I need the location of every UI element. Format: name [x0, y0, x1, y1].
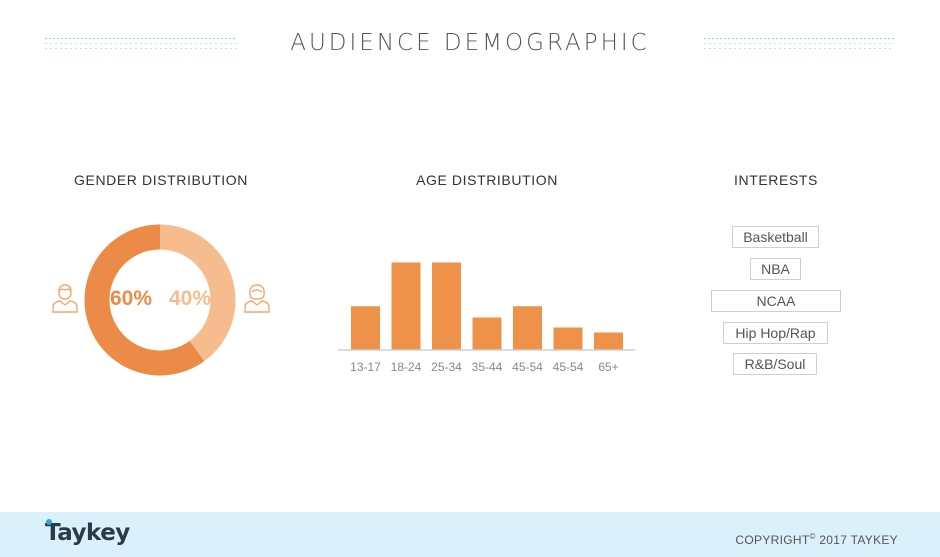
logo-dot-icon	[46, 519, 52, 525]
age-tick-label: 13-17	[350, 360, 381, 374]
interests-section-title: INTERESTS	[734, 172, 818, 188]
female-percentage-label: 40%	[169, 287, 212, 310]
age-bar-4	[513, 306, 542, 350]
copyright-text: COPYRIGHT© 2017 TAYKEY	[735, 532, 898, 547]
interest-tag-nba[interactable]: NBA	[750, 258, 801, 280]
age-bar-3	[472, 317, 502, 350]
age-tick-label: 45-54	[512, 360, 543, 374]
age-tick-label: 45-54	[553, 360, 584, 374]
copyright-prefix: COPYRIGHT	[735, 533, 810, 547]
male-user-icon	[52, 284, 78, 313]
age-tick-label: 35-44	[472, 360, 503, 374]
footer-bar: Taykey COPYRIGHT© 2017 TAYKEY	[0, 512, 940, 557]
age-bar-chart: 13-17 18-24 25-34 35-44 45-54 45-54 65+	[338, 262, 635, 374]
logo-text: Taykey	[45, 520, 130, 546]
age-bar-6	[594, 332, 623, 350]
male-percentage-label: 60%	[110, 287, 153, 310]
age-tick-label: 18-24	[391, 360, 422, 374]
decorative-dots-right	[704, 38, 894, 50]
interest-tag-basketball[interactable]: Basketball	[732, 226, 819, 248]
interest-tag-rnb-soul[interactable]: R&B/Soul	[733, 353, 817, 375]
gender-section-title: GENDER DISTRIBUTION	[74, 172, 248, 188]
age-bar-5	[553, 327, 583, 350]
gender-donut-chart	[84, 224, 236, 376]
age-tick-label: 65+	[598, 360, 618, 374]
taykey-logo[interactable]: Taykey	[45, 519, 130, 546]
age-tick-label: 25-34	[431, 360, 462, 374]
female-user-icon	[244, 284, 270, 313]
age-bar-1	[391, 262, 421, 350]
age-section-title: AGE DISTRIBUTION	[416, 172, 558, 188]
age-bar-2	[432, 262, 461, 350]
interest-tag-hiphop-rap[interactable]: Hip Hop/Rap	[723, 322, 828, 344]
age-bar-0	[351, 306, 380, 350]
donut-slice-female	[84, 224, 236, 376]
copyright-symbol: ©	[809, 532, 816, 541]
copyright-suffix: 2017 TAYKEY	[815, 533, 898, 547]
page-title: AUDIENCE DEMOGRAPHIC	[290, 30, 650, 56]
interest-tag-ncaa[interactable]: NCAA	[711, 290, 841, 312]
decorative-dots-left	[45, 38, 237, 50]
